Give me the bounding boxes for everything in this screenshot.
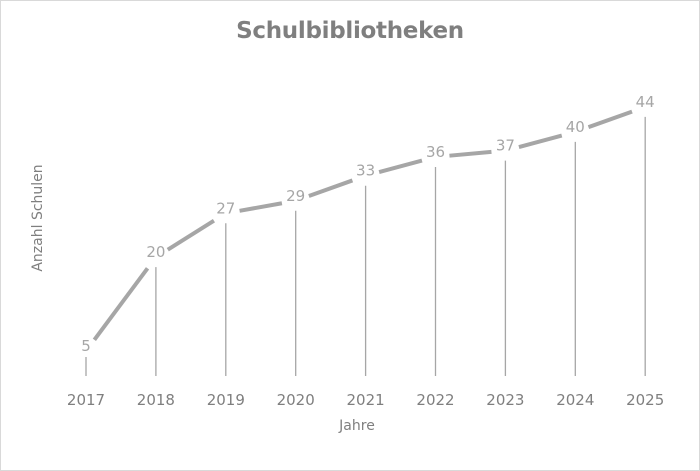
data-label: 29 [286,187,305,205]
x-tick-label: 2025 [626,391,664,409]
data-label: 20 [146,243,165,261]
data-label: 36 [426,143,445,161]
x-tick-label: 2021 [347,391,385,409]
chart-title: Schulbibliotheken [236,18,464,44]
x-tick-label: 2019 [207,391,245,409]
data-label: 33 [356,162,375,180]
data-label: 40 [566,118,585,136]
x-tick-label: 2022 [416,391,454,409]
series-line-segment [449,149,492,158]
series-line-segment [518,133,563,149]
x-tick-label: 2018 [137,391,175,409]
data-label: 37 [496,137,515,155]
data-label: 5 [81,337,91,355]
series-line-segment [587,109,633,130]
series-line-segment [239,201,283,213]
x-tick-label: 2020 [277,391,315,409]
series-line-segment [166,219,216,252]
series-line-segment [92,267,150,341]
series-line-segment [308,178,354,198]
data-label: 27 [216,199,235,217]
x-tick-label: 2024 [556,391,594,409]
x-axis-title: Jahre [339,418,375,434]
series-line-segment [378,158,423,175]
data-label: 44 [636,93,655,111]
x-tick-label: 2017 [67,391,105,409]
x-tick-label: 2023 [486,391,524,409]
